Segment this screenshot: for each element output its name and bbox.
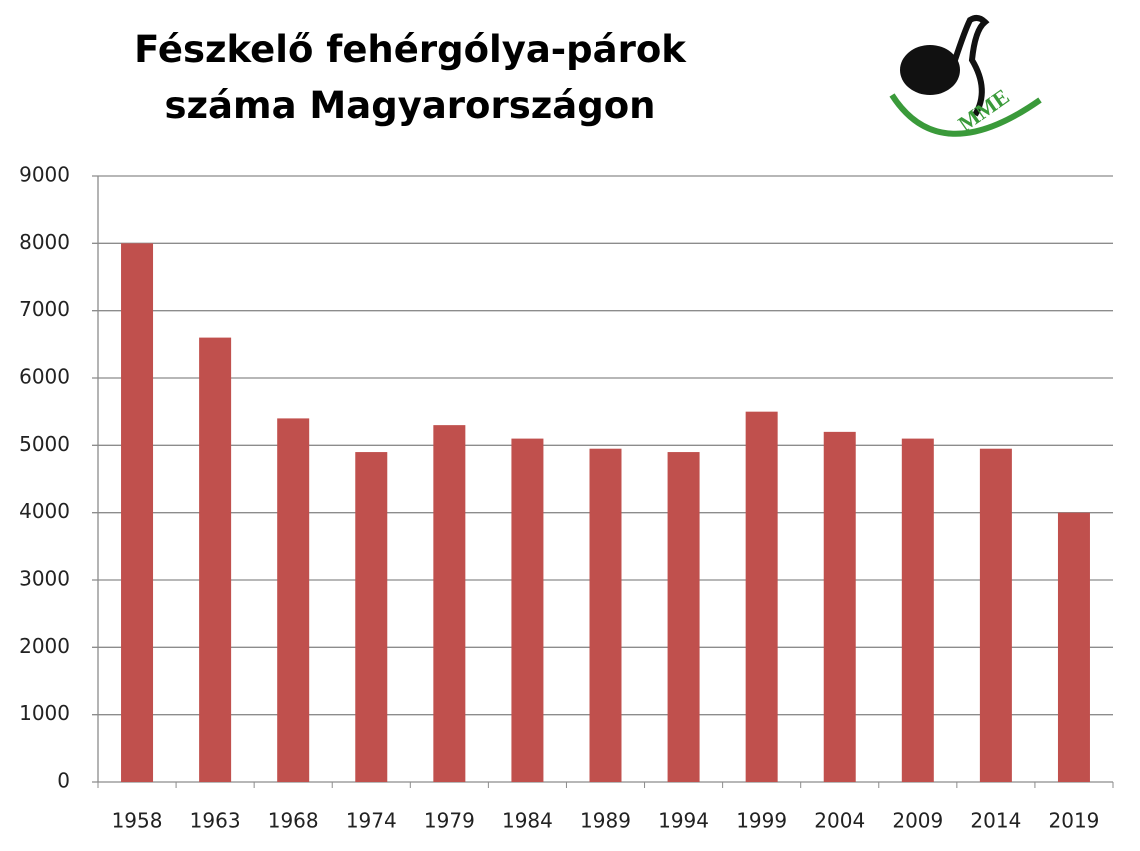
logo: MME bbox=[889, 14, 1042, 137]
bar bbox=[121, 243, 154, 783]
bar bbox=[433, 425, 466, 782]
bar bbox=[823, 431, 856, 782]
x-tick-label: 1968 bbox=[268, 809, 319, 833]
x-tick-label: 1958 bbox=[112, 809, 163, 833]
y-tick-label: 7000 bbox=[19, 297, 70, 321]
x-tick-label: 2004 bbox=[814, 809, 865, 833]
bar bbox=[511, 438, 544, 782]
x-tick-label: 1963 bbox=[190, 809, 241, 833]
bar bbox=[901, 438, 934, 782]
y-tick-label: 4000 bbox=[19, 499, 70, 523]
y-tick-label: 0 bbox=[57, 769, 70, 793]
bar bbox=[277, 418, 310, 782]
bar bbox=[199, 337, 232, 782]
y-tick-label: 8000 bbox=[19, 230, 70, 254]
x-tick-label: 1979 bbox=[424, 809, 475, 833]
bar bbox=[355, 452, 388, 782]
logo-arc bbox=[889, 93, 1042, 137]
logo-bird bbox=[900, 45, 960, 95]
x-tick-label: 1999 bbox=[736, 809, 787, 833]
y-tick-label: 2000 bbox=[19, 634, 70, 658]
x-tick-label: 2014 bbox=[970, 809, 1021, 833]
x-tick-label: 1974 bbox=[346, 809, 397, 833]
y-tick-label: 3000 bbox=[19, 567, 70, 591]
x-tick-label: 2019 bbox=[1049, 809, 1100, 833]
y-tick-label: 1000 bbox=[19, 701, 70, 725]
x-tick-label: 1984 bbox=[502, 809, 553, 833]
x-tick-label: 1989 bbox=[580, 809, 631, 833]
logo-neck bbox=[952, 14, 990, 117]
y-tick-label: 6000 bbox=[19, 365, 70, 389]
bar bbox=[589, 448, 622, 782]
bar bbox=[1057, 512, 1090, 782]
chart-title: Fészkelő fehérgólya-párok száma Magyaror… bbox=[134, 28, 686, 127]
x-tick-label: 2009 bbox=[892, 809, 943, 833]
y-tick-label: 9000 bbox=[19, 163, 70, 187]
bar bbox=[667, 452, 700, 782]
bar bbox=[979, 448, 1012, 782]
y-tick-label: 5000 bbox=[19, 432, 70, 456]
bar bbox=[745, 411, 778, 782]
x-tick-label: 1994 bbox=[658, 809, 709, 833]
